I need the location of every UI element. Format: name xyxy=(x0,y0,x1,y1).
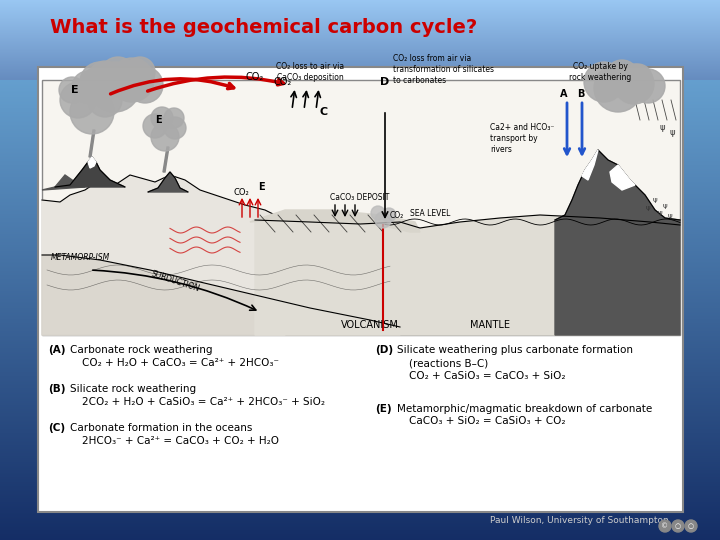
Circle shape xyxy=(382,208,396,222)
Circle shape xyxy=(59,77,85,103)
Text: 2HCO₃⁻ + Ca²⁺ = CaCO₃ + CO₂ + H₂O: 2HCO₃⁻ + Ca²⁺ = CaCO₃ + CO₂ + H₂O xyxy=(82,436,279,446)
Circle shape xyxy=(110,58,154,102)
Circle shape xyxy=(605,60,639,94)
Polygon shape xyxy=(582,150,598,180)
Text: CO₂ + H₂O + CaCO₃ = Ca²⁺ + 2HCO₃⁻: CO₂ + H₂O + CaCO₃ = Ca²⁺ + 2HCO₃⁻ xyxy=(82,358,279,368)
Text: Metamorphic/magmatic breakdown of carbonate: Metamorphic/magmatic breakdown of carbon… xyxy=(397,403,652,414)
Text: ○: ○ xyxy=(675,523,681,529)
Text: CO₂: CO₂ xyxy=(390,212,404,220)
Text: B: B xyxy=(577,89,585,99)
Polygon shape xyxy=(250,210,420,232)
Text: CO₂ uptake by
rock weathering: CO₂ uptake by rock weathering xyxy=(569,62,631,82)
Text: (D): (D) xyxy=(375,345,393,355)
FancyBboxPatch shape xyxy=(42,80,680,335)
Circle shape xyxy=(371,206,385,220)
Text: E: E xyxy=(71,85,78,95)
Text: C: C xyxy=(320,107,328,117)
Circle shape xyxy=(164,117,186,139)
Polygon shape xyxy=(55,157,125,187)
Text: CO₂ + CaSiO₃ = CaCO₃ + SiO₂: CO₂ + CaSiO₃ = CaCO₃ + SiO₂ xyxy=(409,371,565,381)
Circle shape xyxy=(143,114,167,138)
Circle shape xyxy=(89,61,121,93)
Text: VOLCANISM: VOLCANISM xyxy=(341,320,399,330)
Circle shape xyxy=(72,71,104,103)
Text: ψ: ψ xyxy=(667,213,672,219)
Text: ψ: ψ xyxy=(662,203,667,209)
Text: ψ: ψ xyxy=(653,197,657,203)
Circle shape xyxy=(584,62,624,102)
Circle shape xyxy=(375,212,391,228)
Circle shape xyxy=(83,68,107,92)
Circle shape xyxy=(614,64,654,104)
Text: CO₂: CO₂ xyxy=(273,77,292,87)
Text: (C): (C) xyxy=(48,423,65,433)
Text: SUBDUCTION: SUBDUCTION xyxy=(150,270,200,294)
Circle shape xyxy=(70,90,114,134)
Circle shape xyxy=(672,520,684,532)
Circle shape xyxy=(127,67,163,103)
Text: Carbonate formation in the oceans: Carbonate formation in the oceans xyxy=(70,423,253,433)
Text: ○: ○ xyxy=(688,523,694,529)
Text: (B): (B) xyxy=(48,384,66,394)
Text: (A): (A) xyxy=(48,345,66,355)
Text: Carbonate rock weathering: Carbonate rock weathering xyxy=(70,345,212,355)
Circle shape xyxy=(594,64,642,112)
Text: METAMORP-ISM: METAMORP-ISM xyxy=(50,253,109,262)
Circle shape xyxy=(80,62,120,102)
Text: ψ: ψ xyxy=(670,128,675,137)
Text: Silicate weathering plus carbonate formation: Silicate weathering plus carbonate forma… xyxy=(397,345,633,355)
Circle shape xyxy=(659,520,671,532)
Text: CO₂ loss to air via
CaCO₃ deposition: CO₂ loss to air via CaCO₃ deposition xyxy=(276,62,344,82)
Circle shape xyxy=(100,57,136,93)
Text: SEA LEVEL: SEA LEVEL xyxy=(410,209,450,218)
Circle shape xyxy=(151,123,179,151)
Text: (E): (E) xyxy=(375,403,392,414)
Text: MANTLE: MANTLE xyxy=(470,320,510,330)
Text: Ca2+ and HCO₃⁻
transport by
rivers: Ca2+ and HCO₃⁻ transport by rivers xyxy=(490,123,554,154)
Text: E: E xyxy=(155,115,161,125)
Circle shape xyxy=(60,82,96,118)
Text: ψ: ψ xyxy=(660,123,665,132)
Text: ψ: ψ xyxy=(657,210,662,216)
Polygon shape xyxy=(42,175,285,335)
Circle shape xyxy=(151,107,173,129)
FancyBboxPatch shape xyxy=(38,67,683,512)
Text: 2CO₂ + H₂O + CaSiO₃ = Ca²⁺ + 2HCO₃⁻ + SiO₂: 2CO₂ + H₂O + CaSiO₃ = Ca²⁺ + 2HCO₃⁻ + Si… xyxy=(82,397,325,407)
Text: ψ: ψ xyxy=(646,205,650,211)
Polygon shape xyxy=(88,157,96,168)
Text: CaCO₃ DEPOSIT: CaCO₃ DEPOSIT xyxy=(330,193,390,202)
Circle shape xyxy=(90,62,140,112)
Polygon shape xyxy=(555,150,680,335)
Circle shape xyxy=(88,83,122,117)
Text: CO₂ loss from air via
transformation of silicates
to carbonates: CO₂ loss from air via transformation of … xyxy=(393,54,494,85)
Polygon shape xyxy=(42,255,400,335)
Circle shape xyxy=(164,108,184,128)
Text: ©: © xyxy=(662,523,669,529)
Circle shape xyxy=(91,73,119,101)
Text: CaCO₃ + SiO₂ = CaSiO₃ + CO₂: CaCO₃ + SiO₂ = CaSiO₃ + CO₂ xyxy=(409,416,565,427)
Polygon shape xyxy=(163,147,169,172)
Polygon shape xyxy=(148,172,188,192)
Circle shape xyxy=(624,64,652,92)
Text: A: A xyxy=(560,89,568,99)
Circle shape xyxy=(125,57,155,87)
Polygon shape xyxy=(89,130,95,157)
Text: D: D xyxy=(380,77,390,87)
Polygon shape xyxy=(610,165,635,190)
Circle shape xyxy=(631,69,665,103)
Polygon shape xyxy=(255,215,680,335)
Text: What is the geochemical carbon cycle?: What is the geochemical carbon cycle? xyxy=(50,18,477,37)
Circle shape xyxy=(685,520,697,532)
Text: CO₂: CO₂ xyxy=(246,72,264,82)
Polygon shape xyxy=(42,175,85,190)
Text: E: E xyxy=(258,182,265,192)
Text: CO₂: CO₂ xyxy=(234,188,250,197)
Text: (reactions B–C): (reactions B–C) xyxy=(409,358,488,368)
Text: Paul Wilson, University of Southampton: Paul Wilson, University of Southampton xyxy=(490,516,669,525)
Text: Silicate rock weathering: Silicate rock weathering xyxy=(70,384,196,394)
